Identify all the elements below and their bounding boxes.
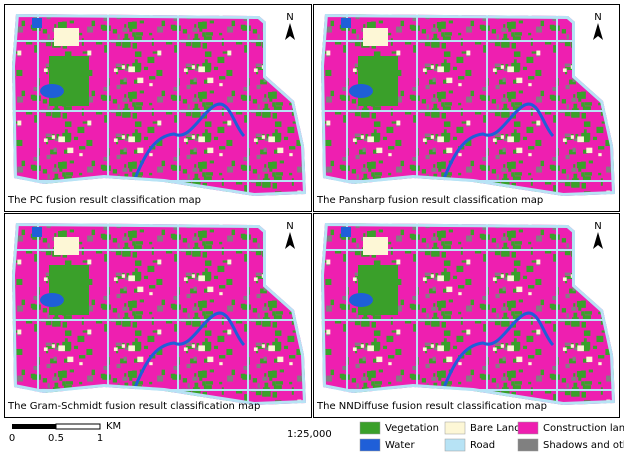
north-arrow xyxy=(593,23,603,40)
map-panel: N The PC fusion result classification map xyxy=(4,4,312,212)
north-arrow xyxy=(285,232,295,249)
north-label: N xyxy=(594,221,601,232)
legend-label: Road xyxy=(470,440,495,451)
map-panel: N The NNDiffuse fusion result classificat… xyxy=(313,213,620,418)
scale-tick-label: 1 xyxy=(97,433,103,444)
scale-tick-label: 0.5 xyxy=(48,433,64,444)
legend-label: Shadows and others xyxy=(543,440,624,451)
classification-map xyxy=(12,223,306,405)
scale-segment xyxy=(55,423,101,430)
map-panel: N The Gram-Schmidt fusion result classifi… xyxy=(4,213,312,418)
north-label: N xyxy=(286,12,293,23)
legend-swatch xyxy=(359,421,381,435)
panel-caption: The NNDiffuse fusion result classificati… xyxy=(316,401,547,412)
legend-label: Water xyxy=(385,440,415,451)
legend-swatch xyxy=(359,438,381,452)
legend-swatch xyxy=(517,421,539,435)
legend-label: Vegetation xyxy=(385,423,439,434)
panel-caption: The Pansharp fusion result classificatio… xyxy=(316,195,543,206)
north-arrow xyxy=(285,23,295,40)
classification-map xyxy=(321,14,615,196)
north-label: N xyxy=(286,221,293,232)
legend-area: 0 0.5 1KM 1:25,000 Vegetation Bare Land Constr… xyxy=(9,421,624,452)
scale-segment xyxy=(12,424,56,429)
legend-label: Construction land xyxy=(543,423,624,434)
map-panel: N The Pansharp fusion result classificati… xyxy=(313,4,620,212)
legend-swatch xyxy=(444,438,466,452)
scale-tick-label: 0 xyxy=(9,433,15,444)
scale-unit: KM xyxy=(106,421,121,432)
legend-swatch xyxy=(517,438,539,452)
classification-map xyxy=(12,14,306,196)
legend-swatch xyxy=(444,421,466,435)
legend-label: Bare Land xyxy=(470,423,521,434)
scale-ratio: 1:25,000 xyxy=(287,429,332,440)
classification-map xyxy=(321,223,615,405)
north-arrow xyxy=(593,232,603,249)
panel-caption: The Gram-Schmidt fusion result classific… xyxy=(7,401,260,412)
north-label: N xyxy=(594,12,601,23)
panel-caption: The PC fusion result classification map xyxy=(7,195,201,206)
